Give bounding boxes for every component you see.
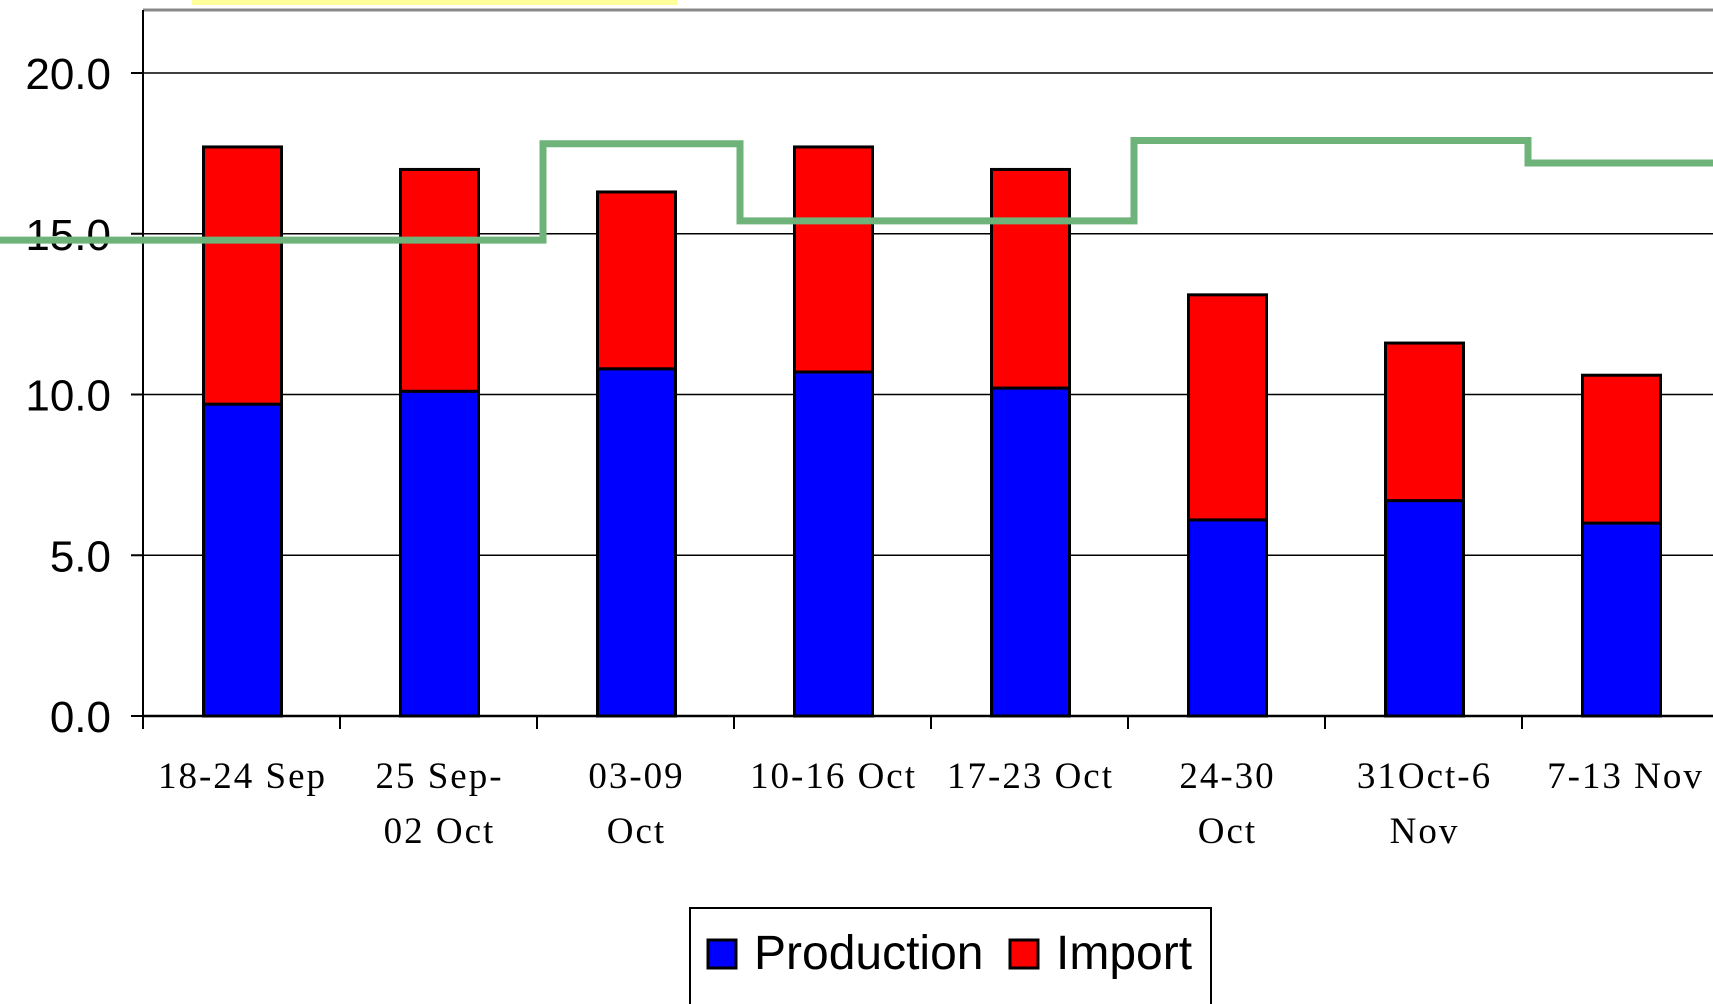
y-tick-label: 5.0: [50, 532, 111, 581]
x-tick-label: 31Oct-6 Nov: [1357, 756, 1492, 852]
grid-lines: [143, 8, 1713, 556]
x-axis: 18-24 Sep 25 Sep- 02 Oct 03-09 Oct 10-16 Oct 1…: [142, 714, 1713, 852]
y-tick-label: 15.0: [25, 211, 111, 260]
bar-import: [793, 145, 874, 374]
x-tick-label-line: Oct: [607, 811, 666, 852]
title-highlight: [192, 0, 677, 5]
bar-import: [990, 167, 1071, 390]
x-tick-label: 17-23 Oct: [947, 756, 1114, 797]
bar-import: [399, 167, 480, 393]
bar-import: [1384, 341, 1465, 503]
x-tick-label-line: 03-09: [588, 756, 684, 797]
y-tick-label: 10.0: [25, 372, 111, 421]
legend: Production Import: [689, 907, 1212, 1004]
bar-production: [1384, 499, 1465, 718]
x-tick-label-line: 25 Sep-: [375, 756, 503, 797]
x-tick-label-line: 24-30: [1179, 756, 1275, 797]
legend-label-production: Production: [754, 927, 983, 980]
x-tick-label-line: Nov: [1390, 811, 1460, 852]
x-tick-label: 10-16 Oct: [750, 756, 917, 797]
bar-production: [793, 370, 874, 718]
bar-import: [1187, 293, 1268, 522]
x-tick-label: 24-30 Oct: [1179, 756, 1275, 852]
legend-swatch-production: [706, 938, 738, 970]
x-tick-label-line: Oct: [1198, 811, 1257, 852]
bar-production: [202, 402, 283, 718]
y-axis: 0.0 5.0 10.0 15.0 20.0: [25, 10, 144, 742]
bar-production: [990, 386, 1071, 718]
legend-box: [689, 907, 1212, 1004]
step-line-path: [0, 137, 1713, 244]
y-tick-label: 0.0: [50, 693, 111, 742]
x-tick-label: 7-13 Nov: [1547, 756, 1704, 797]
bar-import: [596, 190, 677, 371]
x-tick-label-line: 17-23 Oct: [947, 756, 1114, 797]
x-tick-label: 18-24 Sep: [158, 756, 327, 797]
bar-import: [202, 145, 283, 406]
legend-label-import: Import: [1056, 927, 1192, 980]
legend-swatch-import: [1008, 938, 1040, 970]
x-tick-label-line: 10-16 Oct: [750, 756, 917, 797]
x-tick-label-line: 31Oct-6: [1357, 756, 1492, 797]
bar-import: [1581, 373, 1662, 525]
x-tick-label-line: 02 Oct: [384, 811, 496, 852]
x-tick-label: 25 Sep- 02 Oct: [375, 756, 503, 852]
step-line: [0, 137, 1713, 244]
x-tick-label-line: 7-13 Nov: [1547, 756, 1704, 797]
bar-production: [399, 389, 480, 718]
bar-production: [596, 367, 677, 718]
bar-production: [1581, 521, 1662, 718]
x-tick-label: 03-09 Oct: [588, 756, 684, 852]
x-tick-label-line: 18-24 Sep: [158, 756, 327, 797]
bar-production: [1187, 518, 1268, 718]
y-tick-label: 20.0: [25, 50, 111, 99]
bars: [202, 145, 1662, 718]
